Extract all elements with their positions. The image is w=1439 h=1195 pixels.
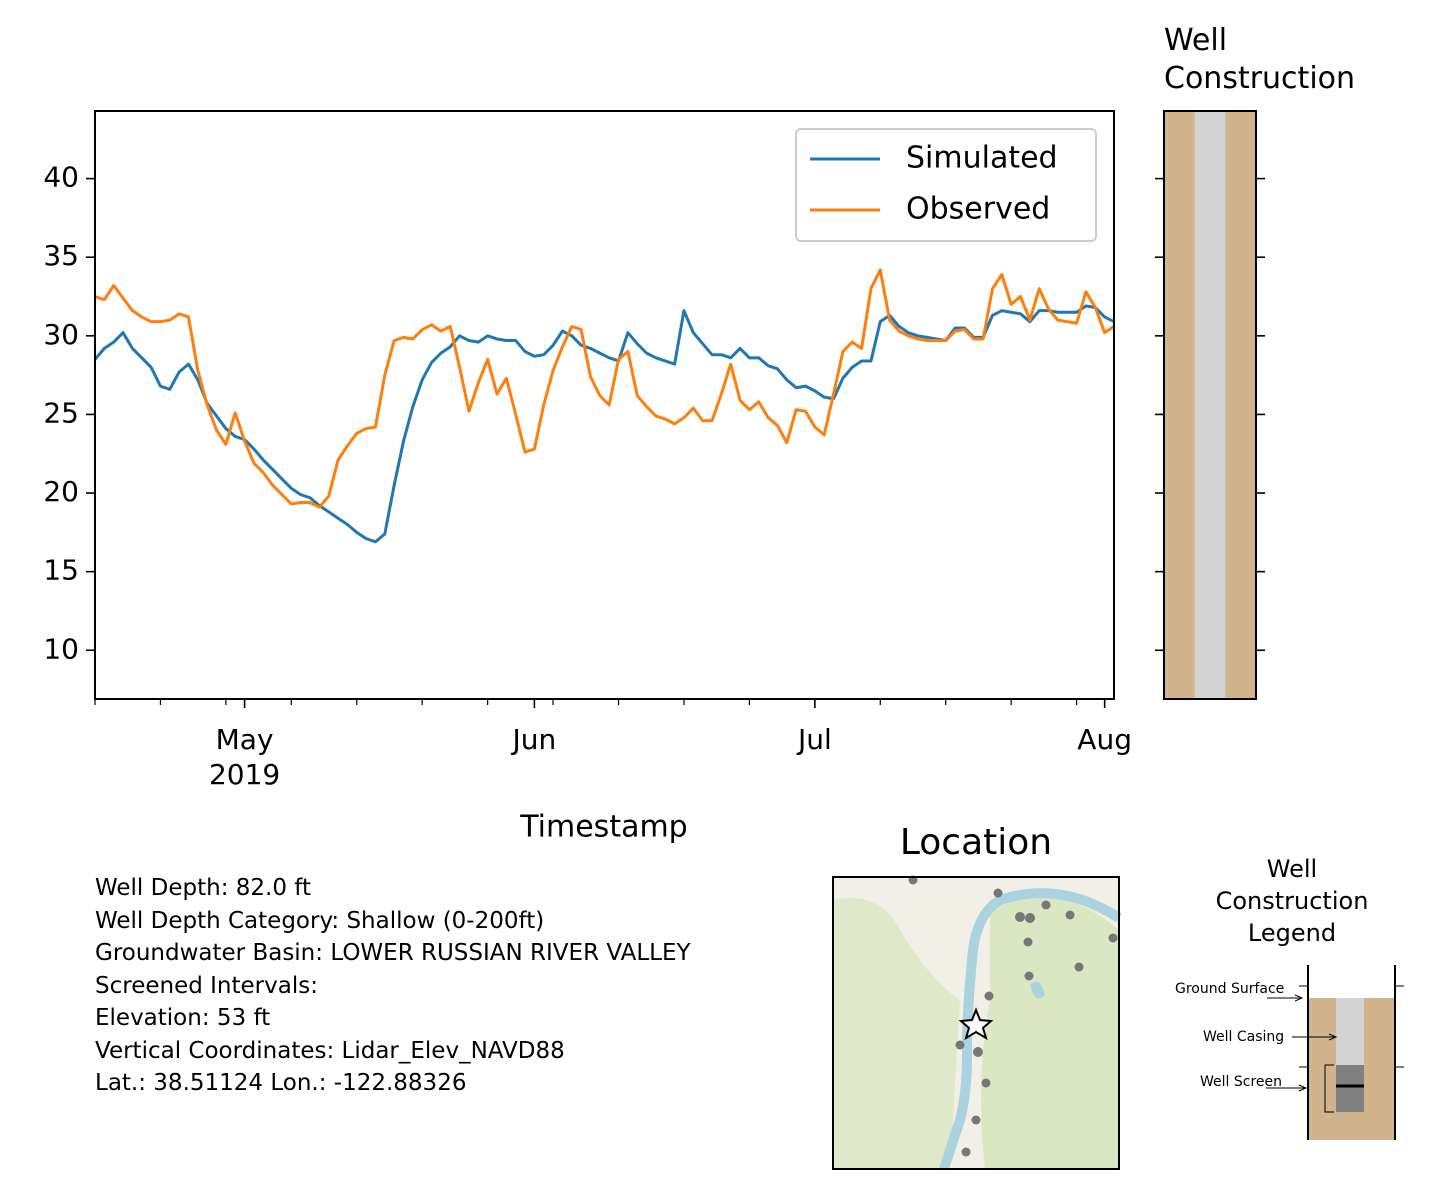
map-sites <box>908 875 1118 1157</box>
x-tick-label: Jun <box>511 723 557 756</box>
y-tick-label: 10 <box>43 632 79 665</box>
site <box>1015 912 1025 922</box>
site <box>984 991 994 1001</box>
info-line: Well Depth Category: Shallow (0-200ft) <box>95 907 545 934</box>
info-line: Groundwater Basin: LOWER RUSSIAN RIVER V… <box>95 940 691 966</box>
y-tick-label: 20 <box>43 475 79 508</box>
legend-label: Well Screen <box>1200 1074 1282 1090</box>
well-location-star <box>958 1007 994 1041</box>
site <box>1025 913 1035 923</box>
site <box>961 1147 971 1157</box>
site <box>1074 962 1084 972</box>
y-tick-label: 30 <box>43 318 79 351</box>
site <box>981 1078 991 1088</box>
site <box>1041 900 1051 910</box>
x-tick-label: Aug <box>1077 723 1132 756</box>
plot-frame <box>94 110 1115 700</box>
site <box>971 1115 981 1125</box>
y-tick-label: 40 <box>43 161 79 194</box>
well-frame <box>1163 110 1257 700</box>
well-panel-title: Well Construction <box>1164 23 1356 96</box>
map-river <box>939 888 1122 1171</box>
series-line <box>95 268 1114 509</box>
site <box>973 1047 983 1057</box>
location-title: Location <box>899 822 1053 863</box>
map-terrain <box>981 894 1119 1169</box>
construction-legend-title: Well Construction Legend <box>1215 855 1369 947</box>
y-tick-label: 25 <box>43 396 79 429</box>
series-line <box>95 304 1114 544</box>
y-tick-label: 35 <box>43 239 79 272</box>
info-line: Elevation: 53 ft <box>95 1005 271 1031</box>
x-axis-label: Timestamp <box>519 810 687 845</box>
legend-label: Well Casing <box>1203 1029 1284 1045</box>
location-map <box>832 875 1122 1171</box>
site <box>1065 910 1075 920</box>
well-casing <box>1194 111 1226 699</box>
site <box>993 888 1003 898</box>
legend-arrow <box>1292 1033 1338 1041</box>
info-line: Screened Intervals: <box>95 972 318 999</box>
construction-legend-diagram: Ground Surface Well Casing Well Screen <box>1175 965 1404 1140</box>
legend-label: Ground Surface <box>1175 981 1284 997</box>
map-terrain <box>833 898 960 1169</box>
site <box>955 1040 965 1050</box>
y-tick-label: 15 <box>43 554 79 587</box>
info-line: Vertical Coordinates: Lidar_Elev_NAVD88 <box>95 1037 565 1064</box>
x-tick-label: May 2019 <box>209 723 280 791</box>
legend-arrow <box>1266 1084 1308 1092</box>
info-line: Lat.: 38.51124 Lon.: -122.88326 <box>95 1070 467 1096</box>
site <box>1108 933 1118 943</box>
legend-bracket <box>1324 1064 1334 1113</box>
legend-label: Observed <box>906 192 1050 227</box>
info-line: Well Depth: 82.0 ft <box>95 875 311 901</box>
site <box>1024 971 1034 981</box>
legend-box <box>795 128 1097 242</box>
legend-arrow <box>1267 994 1304 1002</box>
legend-label: Simulated <box>906 141 1058 176</box>
site <box>1023 937 1033 947</box>
x-tick-label: Jul <box>796 723 832 756</box>
map-pond <box>1030 981 1045 999</box>
well-info: Well Depth: 82.0 ft Well Depth Category: … <box>95 872 720 1100</box>
map-frame <box>832 876 1120 1170</box>
legend-screen <box>1336 1065 1364 1112</box>
